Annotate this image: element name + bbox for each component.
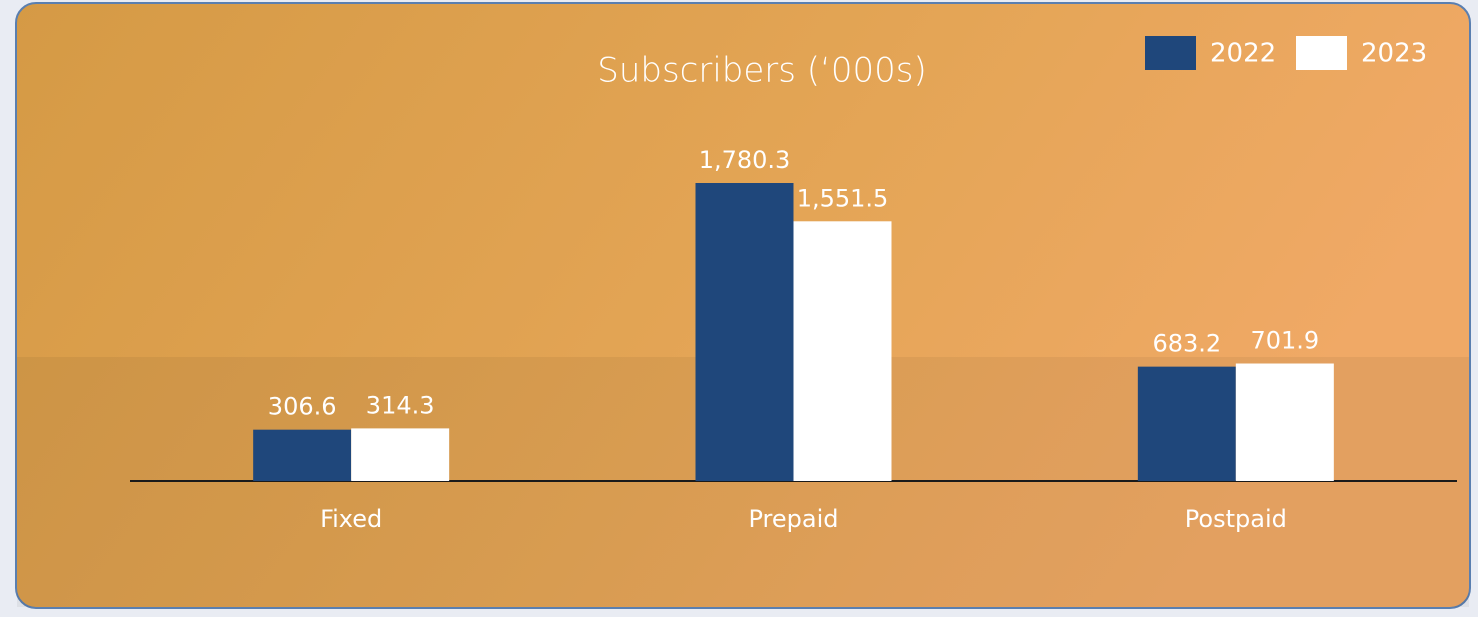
chart-title: Subscribers (‘000s) bbox=[597, 51, 927, 91]
bar bbox=[351, 428, 450, 481]
bar bbox=[695, 183, 794, 481]
x-tick-label: Postpaid bbox=[1185, 505, 1287, 533]
bar bbox=[1137, 366, 1236, 481]
data-label: 683.2 bbox=[1152, 330, 1221, 358]
data-label: 306.6 bbox=[268, 393, 337, 421]
legend-swatch bbox=[1296, 36, 1347, 70]
data-label: 1,780.3 bbox=[699, 146, 791, 174]
bar bbox=[1235, 363, 1334, 481]
legend-label: 2023 bbox=[1361, 39, 1427, 69]
x-tick-label: Fixed bbox=[320, 505, 382, 533]
data-label: 701.9 bbox=[1250, 327, 1319, 355]
x-tick-label: Prepaid bbox=[749, 505, 839, 533]
bar bbox=[253, 429, 352, 481]
legend-label: 2022 bbox=[1210, 39, 1276, 69]
data-label: 314.3 bbox=[366, 391, 435, 419]
bar bbox=[793, 221, 892, 481]
legend-swatch bbox=[1145, 36, 1196, 70]
data-label: 1,551.5 bbox=[797, 184, 889, 212]
